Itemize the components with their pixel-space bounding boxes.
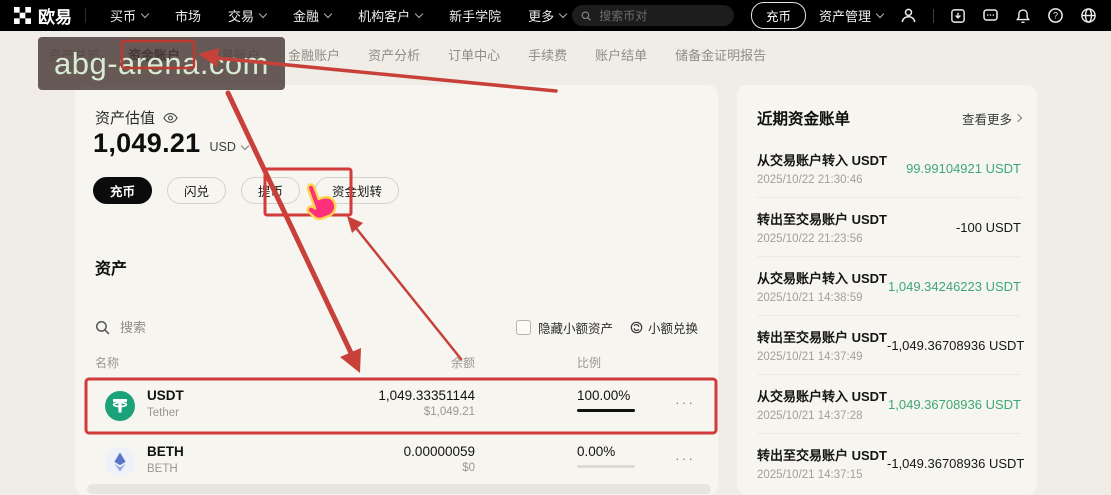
- divider: [933, 8, 934, 23]
- tx-amount: 99.99104921 USDT: [906, 160, 1021, 176]
- column-name: 名称: [95, 356, 120, 370]
- asset-ratio: 0.00%: [577, 444, 641, 468]
- recent-bills-panel: 近期资金账单 查看更多 从交易账户转入 USDT 2025/10/22 21:30…: [737, 85, 1037, 495]
- tab-account-statement[interactable]: 账户结单: [595, 47, 648, 63]
- currency-selector[interactable]: USD: [210, 140, 250, 159]
- profile-icon[interactable]: [900, 7, 917, 24]
- tx-amount: 1,049.34246223 USDT: [888, 278, 1021, 294]
- nav-academy[interactable]: 新手学院: [449, 9, 502, 24]
- convert-circle-icon: [630, 321, 643, 334]
- table-row-beth[interactable]: BETH BETH 0.00000059 $0 0.00% ···: [87, 436, 715, 488]
- ratio-bar: [577, 465, 635, 468]
- chevron-down-icon: [323, 9, 333, 19]
- tab-asset-analysis[interactable]: 资产分析: [368, 47, 421, 63]
- nav-buy-crypto[interactable]: 买币: [110, 6, 150, 25]
- list-item[interactable]: 转出至交易账户 USDT 2025/10/21 14:37:49 -1,049.3…: [757, 315, 1025, 374]
- nav-trade[interactable]: 交易: [228, 6, 268, 25]
- column-balance: 余额: [450, 356, 475, 370]
- row-more-menu[interactable]: ···: [675, 450, 695, 466]
- column-ratio: 比例: [577, 356, 602, 370]
- asset-balance: 1,049.33351144 $1,049.21: [378, 388, 475, 418]
- assets-section-title: 资产: [95, 261, 128, 278]
- nav-institutions[interactable]: 机构客户: [358, 6, 424, 25]
- chevron-down-icon: [558, 9, 568, 19]
- tx-amount: -1,049.36708936 USDT: [887, 337, 1025, 353]
- tx-amount: 1,049.36708936 USDT: [888, 396, 1021, 412]
- eye-toggle-icon[interactable]: [163, 112, 178, 124]
- valuation-label: 资产估值: [95, 110, 156, 127]
- top-navigation-bar: 欧易 买币 市场 交易 金融 机构客户 新手学院 更多 充币 资产管理: [0, 0, 1111, 31]
- notifications-bell-icon[interactable]: [1015, 8, 1031, 24]
- list-item[interactable]: 从交易账户转入 USDT 2025/10/21 14:37:28 1,049.36…: [757, 374, 1021, 433]
- list-item[interactable]: 从交易账户转入 USDT 2025/10/21 14:38:59 1,049.34…: [757, 256, 1021, 315]
- primary-nav: 买币 市场 交易 金融 机构客户 新手学院 更多: [110, 6, 568, 25]
- valuation-label-row: 资产估值: [95, 107, 178, 128]
- asset-ratio: 100.00%: [577, 388, 641, 412]
- bills-header: 近期资金账单 查看更多: [737, 85, 1037, 139]
- asset-table-header: 名称 余额 比例: [95, 354, 698, 370]
- beth-coin-icon: [105, 447, 135, 482]
- bills-title: 近期资金账单: [757, 111, 851, 128]
- tab-proof-of-reserves[interactable]: 储备金证明报告: [675, 47, 767, 63]
- convert-button[interactable]: 闪兑: [167, 177, 227, 204]
- chevron-down-icon: [258, 9, 268, 19]
- download-app-icon[interactable]: [950, 8, 966, 24]
- nav-markets[interactable]: 市场: [175, 9, 202, 24]
- chevron-right-icon: [1013, 113, 1023, 123]
- hide-small-assets-label: 隐藏小额资产: [537, 322, 613, 336]
- funding-account-panel: 资产估值 1,049.21 USD 充币 闪兑 提币 资金划转 资产: [75, 85, 718, 495]
- convert-small-assets[interactable]: 小额兑换: [630, 318, 698, 337]
- topbar-deposit-button[interactable]: 充币: [750, 2, 806, 29]
- asset-symbol: BETH: [147, 444, 184, 459]
- chevron-down-icon: [240, 141, 250, 150]
- tab-order-center[interactable]: 订单中心: [448, 47, 501, 63]
- tx-amount: -100 USDT: [955, 219, 1021, 235]
- transactions-list: 从交易账户转入 USDT 2025/10/22 21:30:46 99.99104…: [737, 139, 1037, 492]
- deposit-button[interactable]: 充币: [93, 177, 153, 204]
- valuation-amount: 1,049.21: [93, 128, 201, 158]
- row-more-menu[interactable]: ···: [675, 394, 695, 410]
- help-icon[interactable]: ?: [1047, 7, 1064, 24]
- tx-amount: -1,049.36708936 USDT: [887, 455, 1025, 471]
- search-icon: [581, 10, 591, 21]
- hide-small-assets-checkbox[interactable]: [515, 320, 531, 335]
- divider: [85, 8, 86, 23]
- view-more-link[interactable]: 查看更多: [962, 109, 1023, 128]
- brand-name: 欧易: [38, 8, 72, 27]
- nav-finance[interactable]: 金融: [293, 6, 333, 25]
- withdraw-button[interactable]: 提币: [241, 177, 301, 204]
- asset-search-input[interactable]: [118, 319, 232, 336]
- tab-fees[interactable]: 手续费: [528, 47, 568, 63]
- okx-logo[interactable]: 欧易: [14, 3, 72, 28]
- global-search-input[interactable]: [597, 7, 725, 24]
- chevron-down-icon: [875, 9, 885, 19]
- list-item[interactable]: 转出至交易账户 USDT 2025/10/21 14:37:15 -1,049.3…: [757, 433, 1025, 492]
- global-search[interactable]: [571, 5, 734, 26]
- okx-logo-icon: [14, 7, 31, 24]
- ratio-bar: [577, 409, 635, 412]
- asset-name: BETH: [147, 463, 178, 475]
- list-item[interactable]: 从交易账户转入 USDT 2025/10/22 21:30:46 99.99104…: [757, 153, 1021, 186]
- asset-management-menu[interactable]: 资产管理: [819, 6, 885, 25]
- nav-more[interactable]: 更多: [528, 6, 568, 25]
- asset-display-options: 隐藏小额资产 小额兑换: [515, 318, 698, 337]
- list-item[interactable]: 转出至交易账户 USDT 2025/10/22 21:23:56 -100 USD…: [757, 197, 1021, 256]
- watermark-overlay: abg-arena.com: [38, 37, 285, 90]
- svg-text:?: ?: [1053, 11, 1058, 21]
- next-row-preview: [87, 484, 711, 494]
- valuation-amount-row: 1,049.21 USD: [93, 128, 250, 159]
- tab-finance-account[interactable]: 金融账户: [288, 47, 341, 63]
- chat-support-icon[interactable]: [982, 7, 999, 24]
- search-icon: [95, 320, 110, 335]
- chevron-down-icon: [414, 9, 424, 19]
- transfer-button[interactable]: 资金划转: [315, 177, 400, 204]
- asset-filter-row: 隐藏小额资产 小额兑换: [95, 318, 698, 337]
- table-row-usdt[interactable]: USDT Tether 1,049.33351144 $1,049.21 100…: [87, 380, 715, 432]
- chevron-down-icon: [140, 9, 150, 19]
- topbar-icons: ?: [900, 7, 1097, 24]
- quick-actions: 充币 闪兑 提币 资金划转: [93, 177, 400, 204]
- language-globe-icon[interactable]: [1080, 7, 1097, 24]
- asset-balance: 0.00000059 $0: [403, 444, 475, 474]
